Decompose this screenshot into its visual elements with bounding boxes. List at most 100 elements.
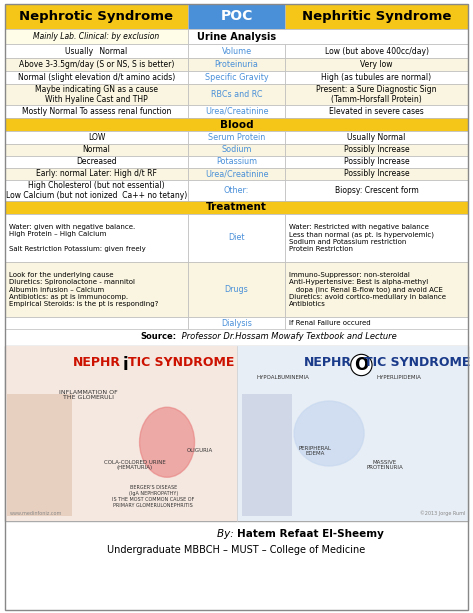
Text: OLIGURIA: OLIGURIA xyxy=(186,449,212,454)
Text: Professor Dr.Hossam Mowafy Textbook and Lecture: Professor Dr.Hossam Mowafy Textbook and … xyxy=(178,332,396,341)
Bar xyxy=(285,262,468,317)
Bar xyxy=(188,317,285,329)
Text: Hatem Refaat El-Sheemy: Hatem Refaat El-Sheemy xyxy=(236,529,384,539)
Text: COLA-COLORED URINE
(HEMATURIA): COLA-COLORED URINE (HEMATURIA) xyxy=(104,460,166,470)
Bar xyxy=(285,84,468,105)
Bar xyxy=(5,4,188,29)
Ellipse shape xyxy=(140,407,194,478)
Text: INFLAMMATION OF
THE GLOMERULI: INFLAMMATION OF THE GLOMERULI xyxy=(59,390,118,400)
Bar xyxy=(285,58,468,71)
Text: Drugs: Drugs xyxy=(225,285,248,294)
Text: Above 3-3.5gm/day (S or NS, S is better): Above 3-3.5gm/day (S or NS, S is better) xyxy=(19,60,174,69)
Text: Look for the underlying cause
Diuretics: Spironolactone - mannitol
Albumin infus: Look for the underlying cause Diuretics:… xyxy=(9,272,158,307)
Bar xyxy=(5,29,188,44)
Text: MASSIVE
PROTEINURIA: MASSIVE PROTEINURIA xyxy=(366,460,403,470)
Text: Urea/Creatinine: Urea/Creatinine xyxy=(205,107,268,116)
Text: Mainly Lab. Clinical: by exclusion: Mainly Lab. Clinical: by exclusion xyxy=(33,32,159,41)
Text: High (as tubules are normal): High (as tubules are normal) xyxy=(322,73,432,82)
Text: Very low: Very low xyxy=(360,60,393,69)
Bar xyxy=(188,214,285,262)
Bar xyxy=(5,71,188,84)
Text: Possibly Increase: Possibly Increase xyxy=(344,145,409,154)
Bar xyxy=(5,118,468,131)
Bar xyxy=(188,84,285,105)
Text: Decreased: Decreased xyxy=(76,158,117,167)
Text: Proteinuria: Proteinuria xyxy=(215,60,258,69)
Bar xyxy=(285,44,468,58)
Text: ©2013 Jorge Ruml: ©2013 Jorge Ruml xyxy=(420,511,465,516)
Text: Specific Gravity: Specific Gravity xyxy=(205,73,268,82)
Text: Low (but above 400cc/day): Low (but above 400cc/day) xyxy=(324,47,429,56)
Bar xyxy=(5,346,236,521)
Text: Undergraduate MBBCH – MUST – College of Medicine: Undergraduate MBBCH – MUST – College of … xyxy=(107,545,366,555)
Bar xyxy=(188,144,285,156)
Text: HYPOALBUMINEMIA: HYPOALBUMINEMIA xyxy=(256,375,309,380)
Ellipse shape xyxy=(294,401,364,466)
Text: Biopsy: Crescent form: Biopsy: Crescent form xyxy=(335,186,419,195)
Text: POC: POC xyxy=(220,9,253,23)
Text: If Renal Failure occured: If Renal Failure occured xyxy=(289,320,371,326)
Text: Elevated in severe cases: Elevated in severe cases xyxy=(329,107,424,116)
Text: Nephritic Syndrome: Nephritic Syndrome xyxy=(302,10,451,23)
Text: Potassium: Potassium xyxy=(216,158,257,167)
Bar xyxy=(188,131,285,144)
Text: PERIPHERAL
EDEMA: PERIPHERAL EDEMA xyxy=(299,446,332,457)
Bar xyxy=(5,156,188,168)
Bar xyxy=(236,346,468,521)
Bar xyxy=(5,168,188,180)
Bar xyxy=(188,44,285,58)
Text: Blood: Blood xyxy=(219,120,254,129)
Bar xyxy=(188,58,285,71)
Bar xyxy=(5,44,188,58)
Bar xyxy=(188,4,285,29)
Text: Volume: Volume xyxy=(221,47,252,56)
Bar xyxy=(7,394,72,516)
Text: NEPHR: NEPHR xyxy=(73,356,121,369)
Text: Dialysis: Dialysis xyxy=(221,319,252,327)
Bar xyxy=(188,262,285,317)
Bar xyxy=(285,180,468,201)
Text: Normal: Normal xyxy=(82,145,110,154)
Text: Water: Restricted with negative balance
Less than normal (as pt. is hypervolemic: Water: Restricted with negative balance … xyxy=(289,224,434,252)
Bar xyxy=(285,71,468,84)
Text: Urea/Creatinine: Urea/Creatinine xyxy=(205,170,268,178)
Bar xyxy=(188,156,285,168)
Bar xyxy=(5,346,468,521)
Text: i: i xyxy=(123,356,128,374)
Bar xyxy=(5,131,188,144)
Text: NEPHR: NEPHR xyxy=(304,356,352,369)
Text: HYPERLIPIDEMIA: HYPERLIPIDEMIA xyxy=(376,375,421,380)
Text: Mostly Normal To assess renal function: Mostly Normal To assess renal function xyxy=(22,107,171,116)
Text: Other:: Other: xyxy=(224,186,249,195)
Text: Maybe indicating GN as a cause
With Hyaline Cast and THP: Maybe indicating GN as a cause With Hyal… xyxy=(35,85,158,104)
Bar xyxy=(5,214,188,262)
Text: Urine Analysis: Urine Analysis xyxy=(197,31,276,42)
Bar xyxy=(5,317,188,329)
Text: Water: given with negative balance.
High Protein – High Calcium

Salt Restrictio: Water: given with negative balance. High… xyxy=(9,224,146,252)
Bar xyxy=(188,105,285,118)
Text: Source:: Source: xyxy=(140,332,176,341)
Text: Possibly Increase: Possibly Increase xyxy=(344,170,409,178)
Bar xyxy=(188,29,468,44)
Bar xyxy=(285,156,468,168)
Text: Serum Protein: Serum Protein xyxy=(208,133,265,142)
Bar xyxy=(285,131,468,144)
Text: Normal (slight elevation d/t amino acids): Normal (slight elevation d/t amino acids… xyxy=(18,73,175,82)
Bar xyxy=(5,84,188,105)
Text: TIC SYNDROME: TIC SYNDROME xyxy=(128,356,234,369)
Bar xyxy=(188,71,285,84)
Text: By:: By: xyxy=(217,529,236,539)
Text: Possibly Increase: Possibly Increase xyxy=(344,158,409,167)
Text: Sodium: Sodium xyxy=(221,145,252,154)
Bar xyxy=(5,144,188,156)
Bar xyxy=(285,168,468,180)
Text: Treatment: Treatment xyxy=(206,202,267,213)
Text: Nephrotic Syndrome: Nephrotic Syndrome xyxy=(19,10,174,23)
Bar xyxy=(5,105,188,118)
Text: Usually  Normal: Usually Normal xyxy=(65,47,128,56)
Bar xyxy=(285,317,468,329)
Bar xyxy=(285,4,468,29)
Bar xyxy=(5,201,468,214)
Text: TIC SYNDROME: TIC SYNDROME xyxy=(364,356,471,369)
Bar xyxy=(242,394,291,516)
